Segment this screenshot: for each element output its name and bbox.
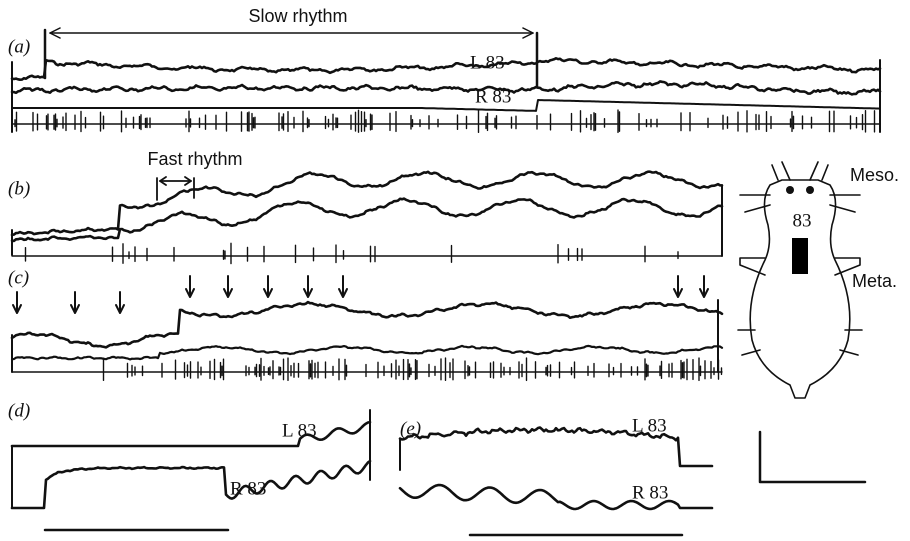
panel-label: (b) [8,178,30,199]
diagram-label: Meta. [852,271,897,291]
trace-label: R 83 [475,86,511,107]
trace [10,420,372,448]
event-arrow [70,291,80,314]
trace-label: L 83 [470,52,505,73]
annotation: Slow rhythm [248,6,347,26]
event-arrow [263,275,273,298]
event-arrow [303,275,313,298]
panel-label: (d) [8,400,30,421]
trace-frame [11,59,881,133]
trace [10,459,372,510]
event-arrow [338,275,348,298]
trace [11,99,881,112]
event-arrow [115,291,125,314]
trace-label: L 83 [632,415,667,436]
trace [10,300,724,349]
panel-label: (c) [8,267,29,288]
trace-frame [11,184,723,257]
panel-label: (a) [8,36,30,57]
trace [10,344,724,361]
spike-train [11,242,723,265]
slow-rhythm-arrow [43,27,539,88]
fast-rhythm-bracket [156,176,195,201]
spike-train [11,109,881,134]
trace-label: R 83 [632,482,668,503]
time-bars [43,430,867,537]
spike-train [11,357,723,382]
event-arrow [673,275,683,298]
trace [398,426,714,468]
trace-label: L 83 [282,420,317,441]
traces [10,57,882,511]
diagram-label: 83 [793,210,812,231]
diagram-label: Meso. [850,165,899,185]
trace-frame [11,409,371,509]
trace [10,170,724,237]
trace [398,483,714,511]
annotation: Fast rhythm [147,149,242,169]
event-arrow [185,275,195,298]
event-arrow [12,291,22,314]
trace [10,197,724,243]
event-arrow [699,275,709,298]
event-arrow [223,275,233,298]
ganglion-diagram [737,161,863,399]
trace [10,80,882,96]
trace [10,57,882,81]
